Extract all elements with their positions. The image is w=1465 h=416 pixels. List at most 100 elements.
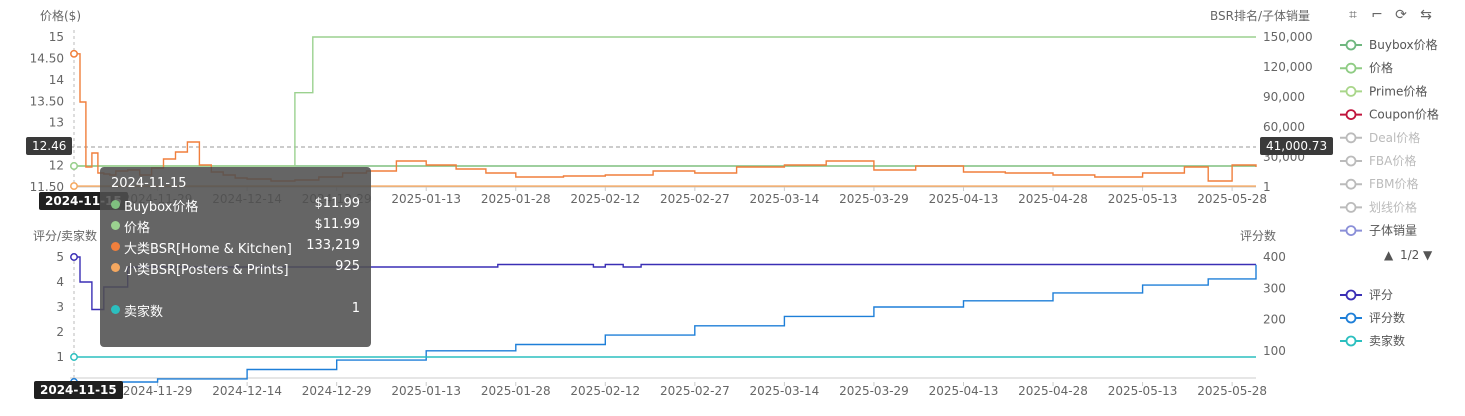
swap-icon[interactable]: ⇆ (1420, 7, 1432, 23)
series-point (70, 182, 78, 191)
legend-marker-icon (1345, 225, 1357, 237)
x-tick-label: 2025-01-13 (391, 192, 461, 206)
legend-label: Coupon价格 (1369, 107, 1439, 122)
legend-item[interactable]: FBM价格 (1340, 176, 1419, 191)
x-tick-label: 2025-05-28 (1197, 192, 1267, 206)
legend-label: Prime价格 (1369, 83, 1427, 98)
y-tick-label: 2 (56, 325, 64, 339)
x-tick-label: 2025-03-14 (750, 384, 820, 398)
bottom-y-axis-title: 评分/卖家数 (33, 228, 97, 243)
y2-tick-label: 1 (1263, 180, 1271, 194)
y-tick-label: 11.50 (30, 180, 64, 194)
x-tick-label: 2024-12-14 (212, 384, 282, 398)
legend-marker-icon (1345, 178, 1357, 190)
legend-item[interactable]: 评分数 (1340, 310, 1405, 325)
zoom-select-icon[interactable]: ⌗ (1349, 7, 1357, 23)
y-tick-label: 1 (56, 350, 64, 364)
x-tick-label: 2025-03-14 (750, 192, 820, 206)
x-tick-label: 2025-02-27 (660, 384, 730, 398)
legend-label: 评分 (1369, 288, 1393, 302)
x-tick-label: 2025-01-13 (391, 384, 461, 398)
x-tick-label: 2025-04-13 (929, 384, 999, 398)
legend-item[interactable]: Coupon价格 (1340, 107, 1439, 122)
legend-label: FBM价格 (1369, 176, 1419, 191)
legend-marker-icon (1345, 132, 1357, 144)
legend-item[interactable]: 划线价格 (1340, 199, 1417, 214)
legend-item[interactable]: 子体销量 (1340, 224, 1417, 238)
tooltip-row-name: Buybox价格 (124, 200, 199, 215)
tooltip-row-name: 价格 (124, 221, 151, 236)
series-line-大类BSR[Home & Kitchen] (74, 53, 1257, 182)
legend-marker-icon (1345, 86, 1357, 97)
crosshair-date-bottom: 2024-11-15 (34, 381, 123, 399)
series-point (70, 162, 78, 170)
legend-item[interactable]: Prime价格 (1340, 83, 1427, 98)
legend-label: FBA价格 (1369, 153, 1416, 168)
tooltip-row-value: 1 (351, 301, 360, 316)
y-tick-label: 5 (56, 250, 64, 264)
y-tick-label: 13.50 (30, 94, 64, 108)
y2-tick-label: 300 (1263, 281, 1286, 295)
tooltip-row-sub-bsr: 小类BSR[Posters & Prints] 925 (111, 259, 360, 278)
y2-tick-label: 60,000 (1263, 120, 1305, 134)
y-tick-label: 15 (49, 30, 64, 44)
legend-label: 子体销量 (1369, 224, 1417, 238)
legend-marker-icon (1345, 62, 1357, 74)
bottom-axis-ticks: 1 2 3 4 5 100 200 300 400 2024-11-29 2024-12-14 202… (56, 250, 1286, 398)
legend-marker-icon (1345, 312, 1357, 324)
x-tick-label: 2025-05-13 (1108, 384, 1178, 398)
x-tick-label: 2025-02-27 (660, 192, 730, 206)
legend-marker-icon (1345, 39, 1357, 51)
x-tick-label: 2024-11-29 (123, 384, 193, 398)
y-tick-label: 3 (56, 300, 64, 314)
tooltip-row-value: $11.99 (314, 196, 361, 211)
series-line-价格 (74, 36, 1256, 167)
legend-label: 价格 (1369, 60, 1393, 75)
y2-tick-label: 150,000 (1263, 30, 1313, 44)
tooltip-dot-icon (111, 263, 120, 272)
series-point (70, 353, 78, 361)
legend-item[interactable]: Deal价格 (1340, 130, 1420, 145)
x-tick-label: 2025-02-12 (570, 384, 640, 398)
legend-item[interactable]: 评分 (1340, 288, 1393, 302)
x-tick-label: 2024-12-29 (302, 384, 372, 398)
legend-item[interactable]: 卖家数 (1340, 333, 1405, 348)
legend-item[interactable]: Buybox价格 (1340, 37, 1438, 52)
y-tick-label: 4 (56, 275, 64, 289)
top-y-axis-title: 价格($) (40, 8, 81, 23)
y2-tick-label: 400 (1263, 250, 1286, 264)
legend-page-indicator: 1/2 (1400, 248, 1419, 262)
tooltip-row-value: 925 (335, 259, 360, 274)
y-tick-label: 14 (49, 73, 64, 87)
legend-prev-arrow[interactable]: ▲ (1384, 248, 1394, 262)
x-tick-label: 2025-03-29 (839, 384, 909, 398)
x-tick-label: 2025-03-29 (839, 192, 909, 206)
x-tick-label: 2025-01-28 (481, 384, 551, 398)
series-line-评分数 (74, 264, 1257, 383)
tooltip-row-name: 大类BSR[Home & Kitchen] (124, 242, 292, 257)
tooltip-dot-icon (111, 221, 120, 230)
tooltip-row-value: $11.99 (314, 217, 361, 232)
top-y2-axis-title: BSR排名/子体销量 (1210, 8, 1310, 23)
zoom-reset-icon[interactable]: ⌐ (1371, 7, 1383, 23)
legend-marker-icon (1345, 335, 1357, 347)
legend-item[interactable]: 价格 (1340, 60, 1393, 75)
series-line-评分 (74, 256, 1256, 311)
restore-icon[interactable]: ⟳ (1395, 7, 1407, 23)
x-tick-label: 2025-04-13 (929, 192, 999, 206)
series-point (70, 49, 78, 58)
legend-marker-icon (1345, 109, 1357, 120)
legend-next-arrow[interactable]: ▼ (1423, 248, 1433, 262)
x-tick-label: 2025-04-28 (1018, 384, 1088, 398)
tooltip-date: 2024-11-15 (111, 176, 187, 191)
series-point (70, 253, 78, 261)
tooltip-row-name: 小类BSR[Posters & Prints] (124, 263, 289, 278)
legend-marker-icon (1345, 155, 1357, 167)
legend-item[interactable]: FBA价格 (1340, 153, 1416, 168)
tooltip-dot-icon (111, 305, 120, 314)
crosshair-right-value: 41,000.73 (1260, 137, 1334, 155)
legend-marker-icon (1345, 289, 1357, 301)
x-tick-label: 2025-04-28 (1018, 192, 1088, 206)
tooltip-dot-icon (111, 242, 120, 251)
